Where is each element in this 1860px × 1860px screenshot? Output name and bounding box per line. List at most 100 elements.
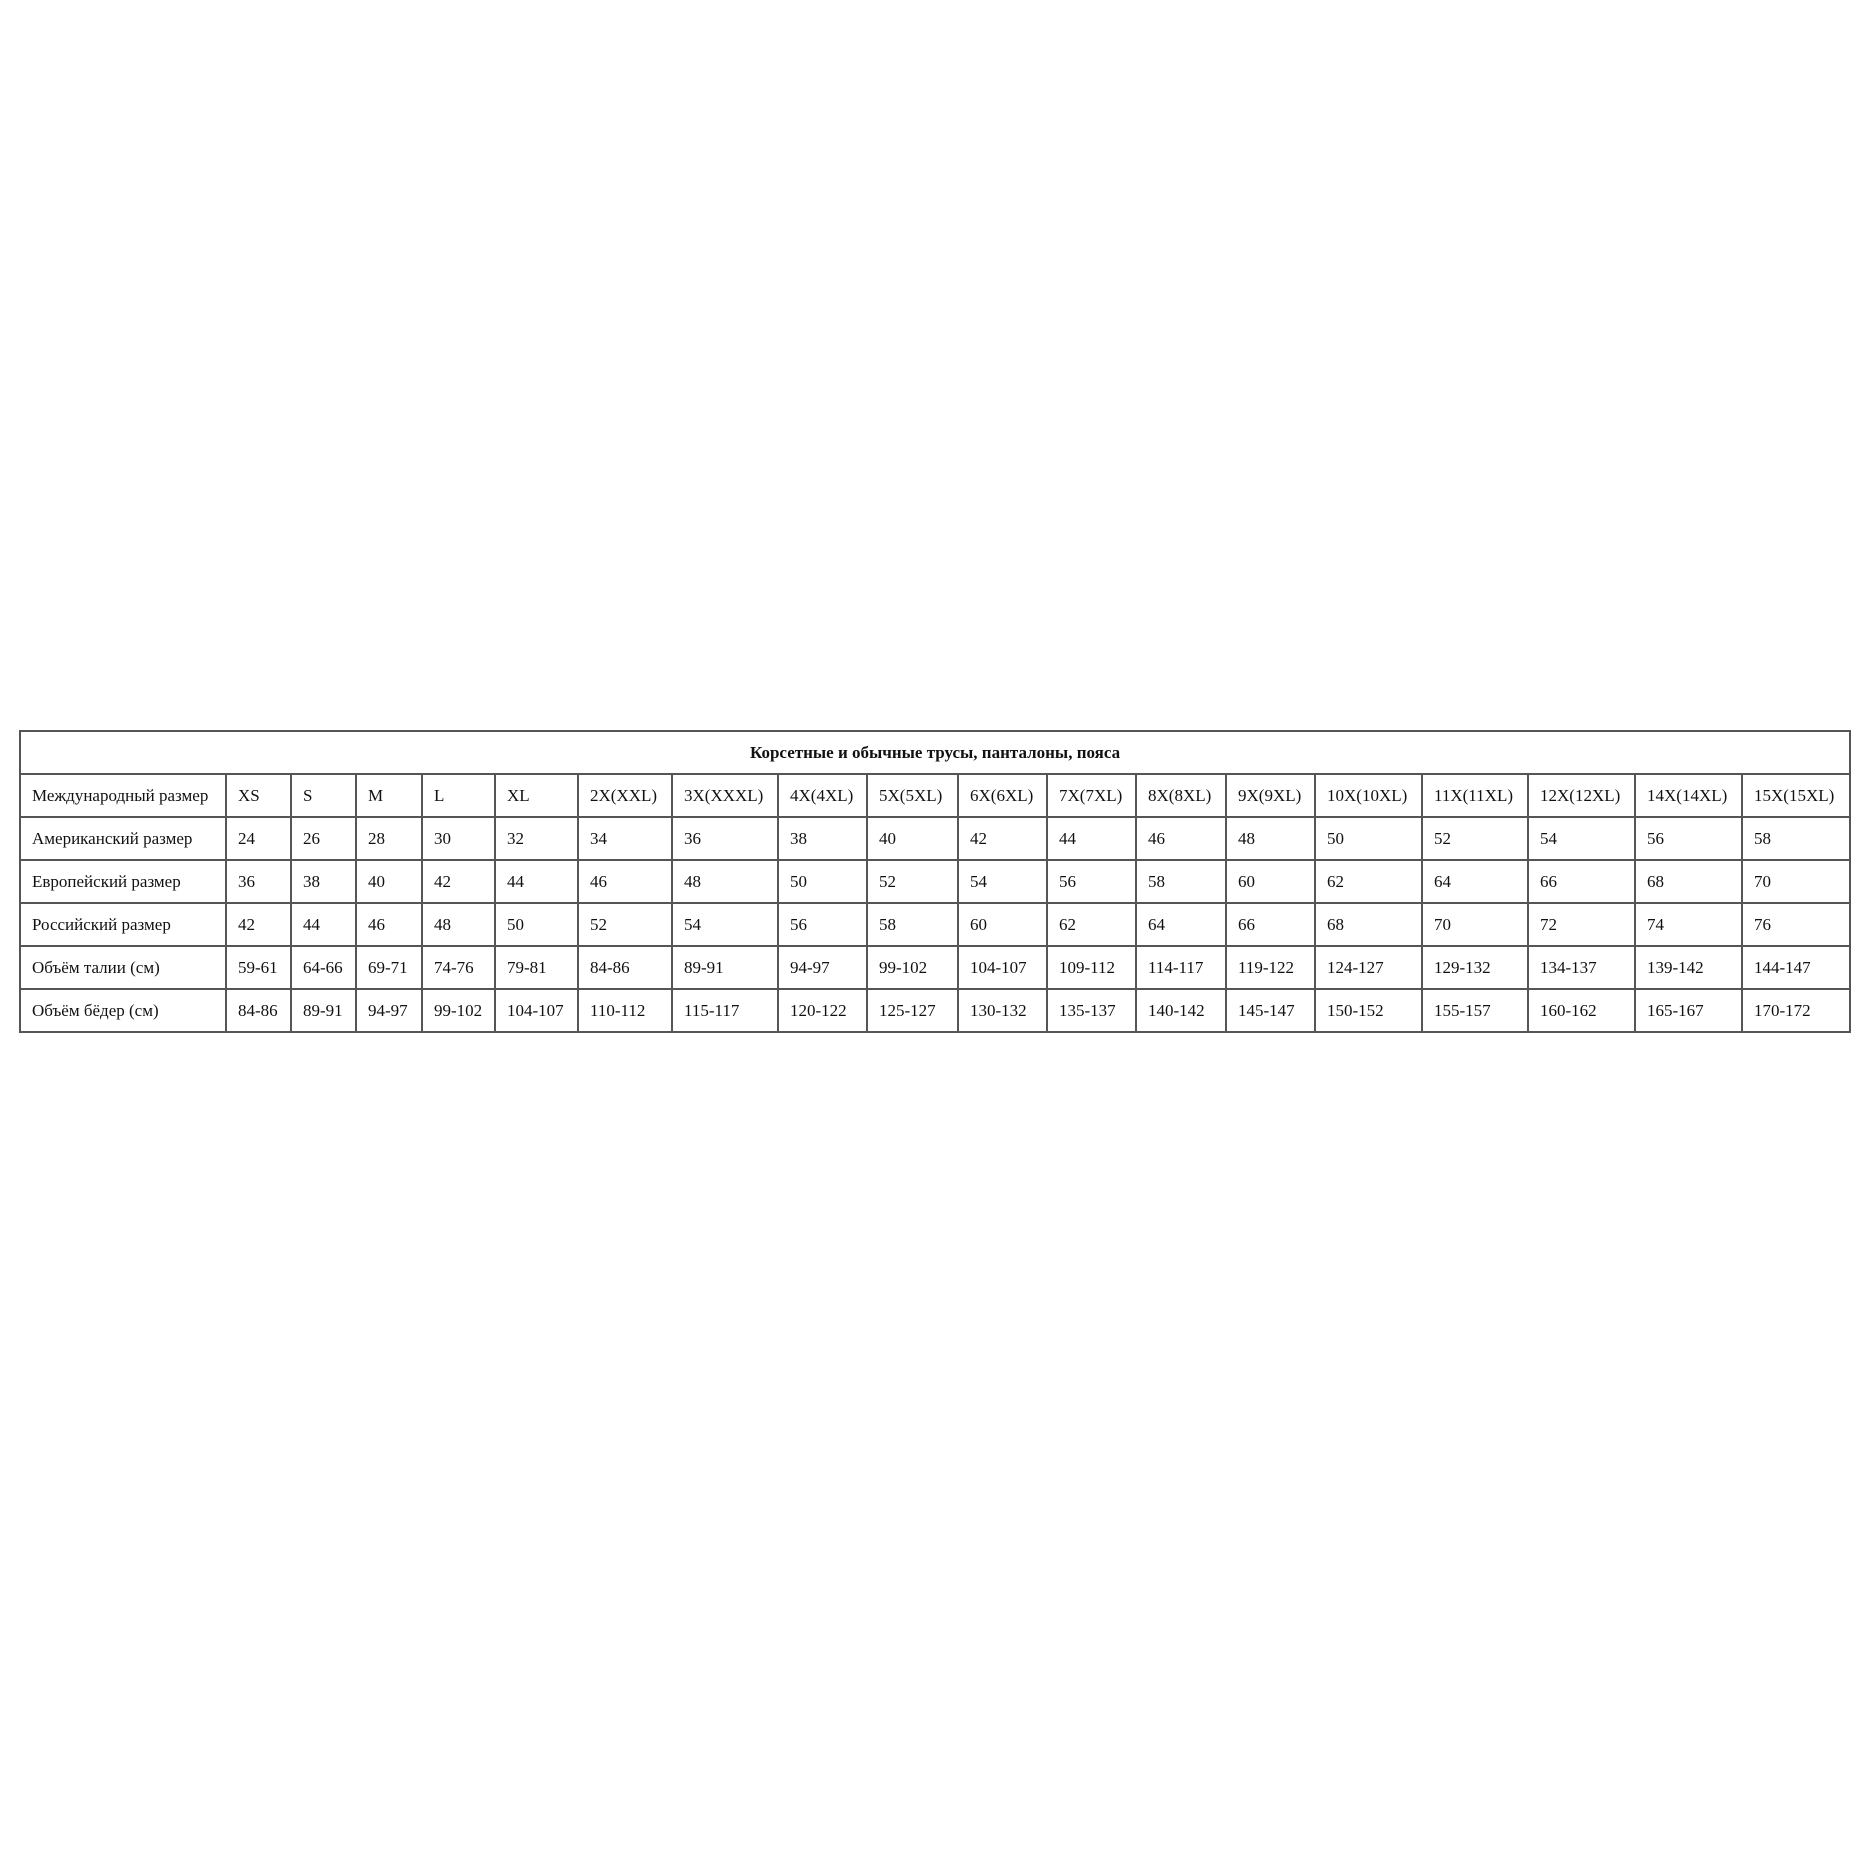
table-cell: 34 bbox=[577, 816, 673, 861]
table-cell: 2X(XXL) bbox=[577, 773, 673, 818]
table-cell: 70 bbox=[1740, 859, 1852, 904]
table-cell: 44 bbox=[1046, 816, 1137, 861]
table-cell: 8X(8XL) bbox=[1135, 773, 1227, 818]
table-cell: 130-132 bbox=[957, 988, 1048, 1033]
row-label: Российский размер bbox=[19, 902, 227, 947]
table-cell: 114-117 bbox=[1135, 945, 1227, 990]
table-cell: 26 bbox=[290, 816, 357, 861]
table-cell: 150-152 bbox=[1314, 988, 1423, 1033]
table-cell: 74-76 bbox=[421, 945, 496, 990]
table-cell: 14X(14XL) bbox=[1634, 773, 1743, 818]
table-cell: 24 bbox=[225, 816, 292, 861]
table-cell: 89-91 bbox=[671, 945, 779, 990]
table-cell: 64-66 bbox=[290, 945, 357, 990]
table-cell: 129-132 bbox=[1421, 945, 1529, 990]
row-label: Объём бёдер (см) bbox=[19, 988, 227, 1033]
table-row: Европейский размер 36 38 40 42 44 46 48 50 52 54 56… bbox=[19, 859, 1852, 904]
table-cell: 6X(6XL) bbox=[957, 773, 1048, 818]
table-cell: 94-97 bbox=[355, 988, 423, 1033]
table-cell: 58 bbox=[866, 902, 959, 947]
table-cell: 48 bbox=[671, 859, 779, 904]
table-cell: 5X(5XL) bbox=[866, 773, 959, 818]
table-cell: 124-127 bbox=[1314, 945, 1423, 990]
table-cell: 125-127 bbox=[866, 988, 959, 1033]
row-label: Американский размер bbox=[19, 816, 227, 861]
table-cell: 30 bbox=[421, 816, 496, 861]
table-cell: 50 bbox=[494, 902, 579, 947]
table-cell: 4X(4XL) bbox=[777, 773, 868, 818]
table-cell: 42 bbox=[957, 816, 1048, 861]
table-cell: 62 bbox=[1046, 902, 1137, 947]
table-cell: 165-167 bbox=[1634, 988, 1743, 1033]
row-label: Европейский размер bbox=[19, 859, 227, 904]
row-label: Объём талии (см) bbox=[19, 945, 227, 990]
table-cell: 115-117 bbox=[671, 988, 779, 1033]
table-cell: 10X(10XL) bbox=[1314, 773, 1423, 818]
table-cell: 119-122 bbox=[1225, 945, 1316, 990]
table-cell: 58 bbox=[1135, 859, 1227, 904]
table-cell: 52 bbox=[1421, 816, 1529, 861]
table-cell: 170-172 bbox=[1740, 988, 1852, 1033]
table-cell: 89-91 bbox=[290, 988, 357, 1033]
table-cell: 70 bbox=[1421, 902, 1529, 947]
table-cell: 28 bbox=[355, 816, 423, 861]
table-row: Российский размер 42 44 46 48 50 52 54 56 58 60 62 6… bbox=[19, 902, 1852, 947]
table-row: Американский размер 24 26 28 30 32 34 36 38 40 42 4… bbox=[19, 816, 1852, 861]
table-cell: 160-162 bbox=[1527, 988, 1636, 1033]
table-cell: 40 bbox=[355, 859, 423, 904]
row-label: Международный размер bbox=[19, 773, 227, 818]
table-cell: 9X(9XL) bbox=[1225, 773, 1316, 818]
table-cell: 84-86 bbox=[225, 988, 292, 1033]
table-cell: 12X(12XL) bbox=[1527, 773, 1636, 818]
title-row: Корсетные и обычные трусы, панталоны, по… bbox=[18, 730, 1852, 775]
table-cell: 15X(15XL) bbox=[1740, 773, 1852, 818]
table-cell: 54 bbox=[957, 859, 1048, 904]
table-cell: L bbox=[421, 773, 496, 818]
table-cell: XL bbox=[494, 773, 579, 818]
table-cell: 109-112 bbox=[1046, 945, 1137, 990]
table-cell: 104-107 bbox=[957, 945, 1048, 990]
table-row: Объём талии (см) 59-61 64-66 69-71 74-76 79-8… bbox=[19, 945, 1852, 990]
table-cell: 99-102 bbox=[866, 945, 959, 990]
table-cell: 120-122 bbox=[777, 988, 868, 1033]
table-cell: 54 bbox=[1527, 816, 1636, 861]
table-cell: 56 bbox=[1046, 859, 1137, 904]
table-cell: 36 bbox=[671, 816, 779, 861]
table-cell: XS bbox=[225, 773, 292, 818]
table-cell: 135-137 bbox=[1046, 988, 1137, 1033]
table-cell: 145-147 bbox=[1225, 988, 1316, 1033]
table-cell: 144-147 bbox=[1740, 945, 1852, 990]
table-cell: 42 bbox=[421, 859, 496, 904]
table-cell: 79-81 bbox=[494, 945, 579, 990]
table-cell: 66 bbox=[1225, 902, 1316, 947]
table-cell: 68 bbox=[1634, 859, 1743, 904]
table-cell: 76 bbox=[1740, 902, 1852, 947]
table-cell: 72 bbox=[1527, 902, 1636, 947]
table-cell: 38 bbox=[290, 859, 357, 904]
table-cell: 32 bbox=[494, 816, 579, 861]
table-cell: 7X(7XL) bbox=[1046, 773, 1137, 818]
table-row: Международный размер XS S M L XL 2X(XXL) 3X(XXX… bbox=[19, 773, 1852, 818]
table-cell: 74 bbox=[1634, 902, 1743, 947]
table-cell: 66 bbox=[1527, 859, 1636, 904]
size-chart-table: Корсетные и обычные трусы, панталоны, по… bbox=[18, 730, 1852, 1033]
table-cell: 48 bbox=[1225, 816, 1316, 861]
table-cell: 3X(XXXL) bbox=[671, 773, 779, 818]
table-cell: 46 bbox=[577, 859, 673, 904]
table-cell: 94-97 bbox=[777, 945, 868, 990]
table-cell: 68 bbox=[1314, 902, 1423, 947]
table-cell: 38 bbox=[777, 816, 868, 861]
table-cell: 36 bbox=[225, 859, 292, 904]
table-cell: 104-107 bbox=[494, 988, 579, 1033]
table-cell: 46 bbox=[355, 902, 423, 947]
table-cell: 50 bbox=[1314, 816, 1423, 861]
table-cell: 11X(11XL) bbox=[1421, 773, 1529, 818]
table-cell: 64 bbox=[1421, 859, 1529, 904]
table-cell: M bbox=[355, 773, 423, 818]
table-cell: 40 bbox=[866, 816, 959, 861]
table-row: Объём бёдер (см) 84-86 89-91 94-97 99-102 104… bbox=[19, 988, 1852, 1033]
table-cell: 155-157 bbox=[1421, 988, 1529, 1033]
table-cell: 54 bbox=[671, 902, 779, 947]
table-cell: 62 bbox=[1314, 859, 1423, 904]
table-cell: 59-61 bbox=[225, 945, 292, 990]
